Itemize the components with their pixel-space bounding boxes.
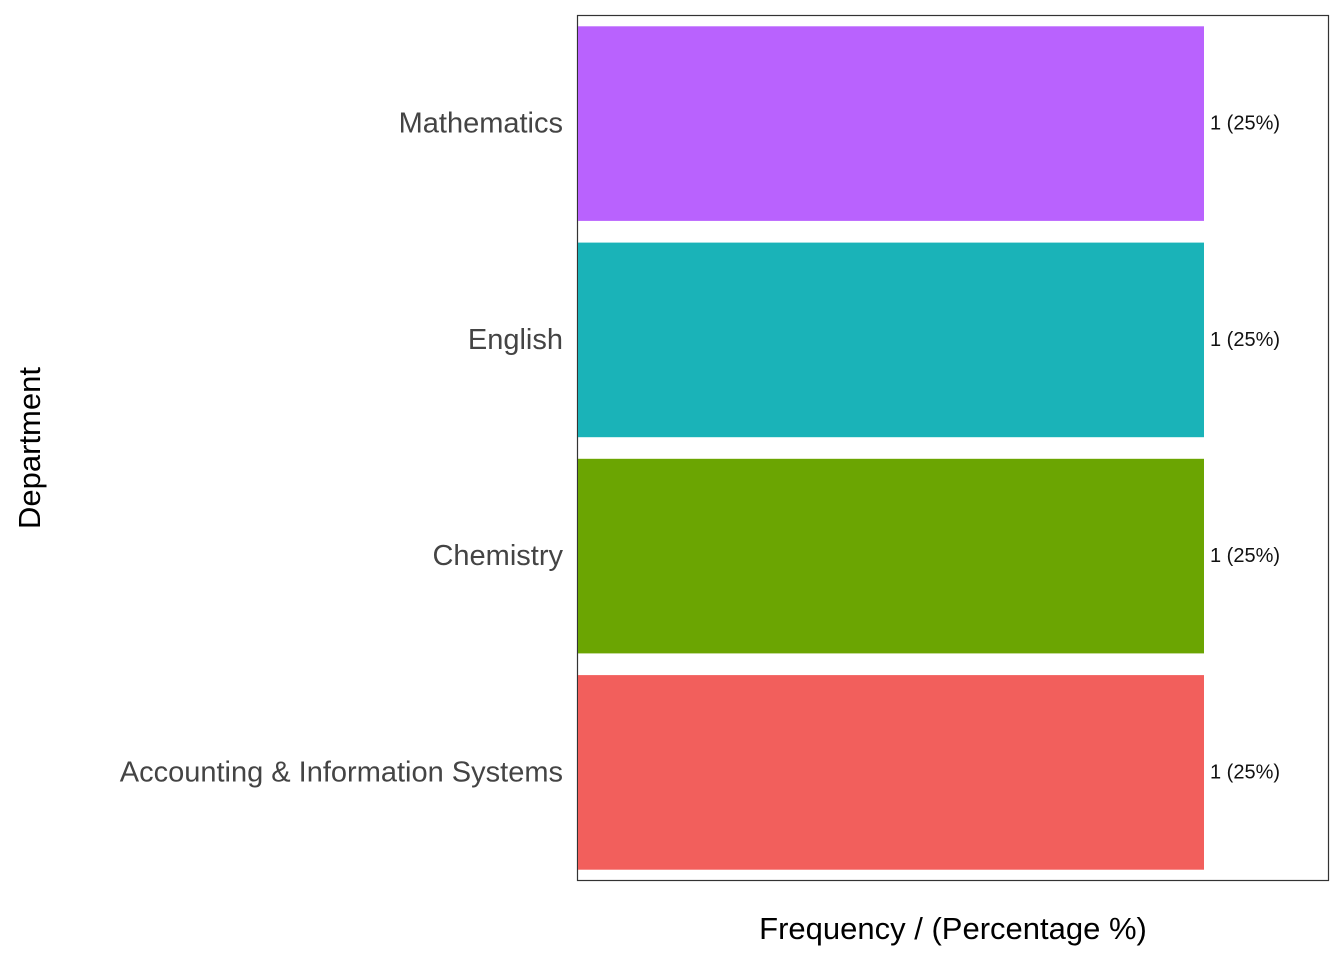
bars-group bbox=[578, 26, 1204, 870]
category-labels-group: Accounting & Information Systems Chemistr… bbox=[120, 108, 564, 789]
data-label-0: 1 (25%) bbox=[1210, 761, 1280, 783]
bar-0 bbox=[578, 675, 1204, 870]
data-label-3: 1 (25%) bbox=[1210, 113, 1280, 135]
data-label-1: 1 (25%) bbox=[1210, 545, 1280, 567]
category-label-0: Accounting & Information Systems bbox=[120, 756, 563, 788]
data-label-2: 1 (25%) bbox=[1210, 329, 1280, 351]
category-label-2: English bbox=[468, 324, 563, 356]
bar-3 bbox=[578, 26, 1204, 221]
category-label-1: Chemistry bbox=[432, 540, 563, 572]
y-axis-title: Department bbox=[12, 367, 47, 529]
data-labels-group: 1 (25%) 1 (25%) 1 (25%) 1 (25%) bbox=[1210, 113, 1280, 784]
bar-1 bbox=[578, 458, 1204, 654]
x-axis-title: Frequency / (Percentage %) bbox=[759, 911, 1147, 946]
bar-2 bbox=[578, 242, 1204, 438]
category-label-3: Mathematics bbox=[399, 108, 563, 140]
